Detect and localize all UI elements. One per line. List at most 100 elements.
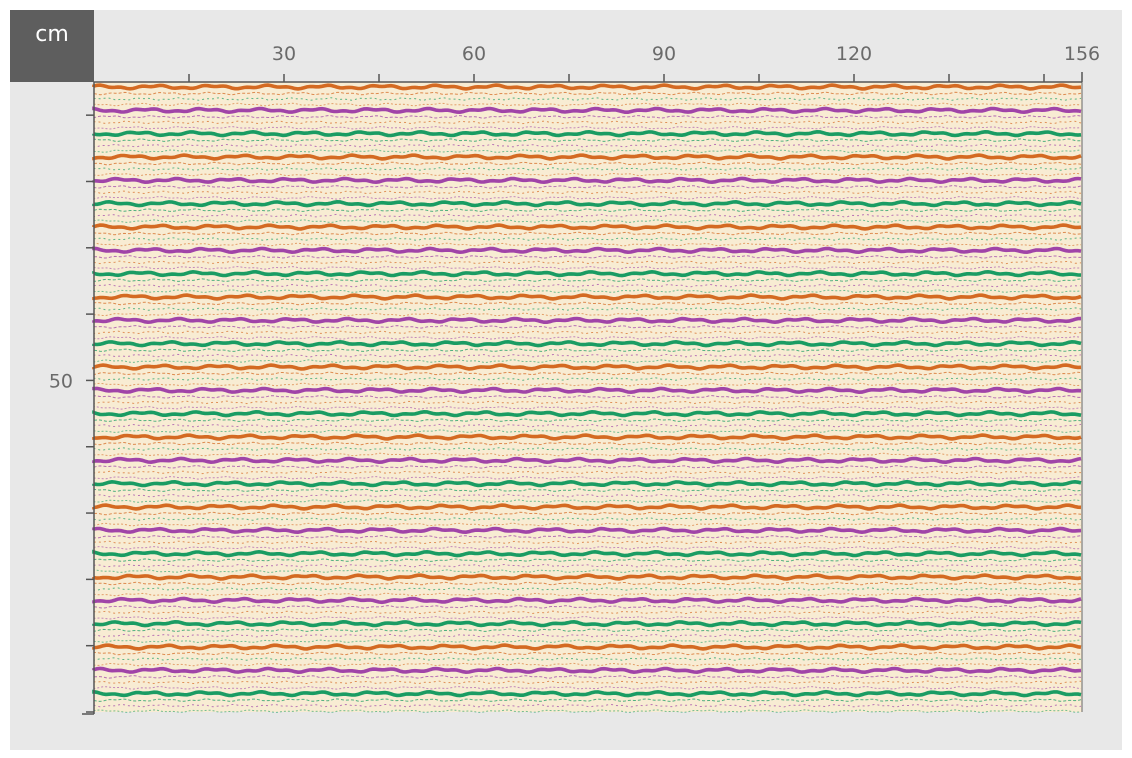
- fabric-thread: [93, 91, 1082, 96]
- fabric-thread: [93, 149, 1082, 153]
- fabric-thread: [93, 592, 1082, 597]
- top-ruler-label: 30: [272, 43, 296, 65]
- left-ruler-label: 50: [49, 370, 73, 392]
- fabric-thread: [93, 639, 1082, 643]
- fabric-thread: [93, 698, 1082, 702]
- fabric-thread: [93, 289, 1082, 293]
- fabric-thread: [93, 301, 1082, 306]
- fabric-thread: [93, 336, 1082, 340]
- fabric-thread: [93, 657, 1082, 661]
- fabric-thread: [93, 115, 1082, 119]
- fabric-stripe: [92, 293, 1082, 301]
- fabric-stripe: [92, 456, 1082, 465]
- fabric-thread: [93, 581, 1082, 586]
- fabric-stripe: [92, 386, 1082, 395]
- fabric-stripe: [92, 666, 1082, 675]
- fabric-thread: [93, 185, 1082, 189]
- fabric-thread: [93, 488, 1082, 492]
- fabric-thread: [93, 452, 1082, 457]
- fabric-thread: [93, 499, 1082, 503]
- fabric-thread: [93, 371, 1082, 376]
- fabric-stripe: [92, 433, 1082, 441]
- fabric-thread: [93, 359, 1082, 363]
- fabric-stripe: [92, 246, 1082, 255]
- unit-label: cm: [35, 22, 69, 47]
- fabric-thread: [93, 616, 1082, 620]
- fabric-stripe: [92, 596, 1082, 605]
- fabric-thread: [93, 441, 1082, 446]
- fabric-thread: [93, 213, 1082, 218]
- fabric-thread: [93, 325, 1081, 329]
- fabric-thread: [93, 465, 1082, 469]
- fabric-thread: [93, 312, 1082, 317]
- fabric-stripe: [92, 409, 1082, 418]
- fabric-stripe: [92, 526, 1082, 535]
- fabric-thread: [93, 138, 1082, 142]
- fabric-thread: [93, 266, 1082, 270]
- fabric-thread: [93, 330, 1082, 335]
- fabric-thread: [93, 558, 1082, 562]
- fabric-thread: [93, 522, 1082, 527]
- unit-label-tab[interactable]: cm: [10, 10, 94, 82]
- fabric-thread: [93, 470, 1081, 475]
- fabric-stripe: [92, 106, 1082, 115]
- fabric-thread: [93, 400, 1082, 405]
- fabric-thread: [93, 546, 1082, 550]
- fabric-thread: [93, 172, 1082, 177]
- top-ruler: 30 60 90 120 156: [94, 43, 1100, 83]
- fabric-thread: [93, 476, 1082, 480]
- top-ruler-label: 90: [652, 43, 676, 65]
- fabric-thread: [93, 511, 1082, 516]
- fabric-stripe: [92, 316, 1081, 325]
- fabric-thread: [93, 686, 1082, 690]
- fabric-stripe: [92, 479, 1082, 488]
- top-ruler-label: 120: [836, 43, 872, 65]
- fabric-thread: [93, 628, 1082, 632]
- top-ruler-label: 156: [1064, 43, 1100, 65]
- fabric-stripe: [92, 689, 1082, 698]
- fabric-thread: [93, 651, 1082, 656]
- fabric-thread: [93, 219, 1082, 223]
- fabric-thread: [93, 242, 1082, 247]
- fabric-thread: [93, 231, 1082, 236]
- fabric-thread: [93, 406, 1082, 410]
- fabric-stripe: [92, 503, 1082, 511]
- fabric-thread: [93, 587, 1082, 591]
- fabric-stripe: [92, 363, 1082, 371]
- fabric-stripe: [92, 153, 1082, 161]
- fabric-thread: [93, 382, 1082, 387]
- fabric-stripe: [92, 176, 1082, 185]
- fabric-thread: [93, 605, 1082, 609]
- fabric-thread: [93, 535, 1082, 539]
- fabric-thread: [93, 208, 1082, 212]
- fabric-thread: [93, 418, 1082, 422]
- fabric-preview[interactable]: [92, 82, 1083, 713]
- fabric-stripe: [92, 223, 1082, 231]
- top-ruler-label: 60: [462, 43, 486, 65]
- fabric-stripe: [92, 129, 1082, 138]
- fabric-thread: [93, 161, 1082, 166]
- fabric-stripe: [92, 573, 1082, 581]
- fabric-thread: [93, 126, 1082, 130]
- fabric-stripe: [92, 199, 1082, 208]
- fabric-thread: [93, 102, 1082, 107]
- fabric-thread: [93, 709, 1082, 713]
- fabric-thread: [93, 348, 1082, 352]
- fabric-thread: [93, 569, 1082, 573]
- fabric-thread: [93, 278, 1082, 282]
- fabric-thread: [93, 675, 1082, 679]
- fabric-stripe: [92, 83, 1082, 91]
- fabric-thread: [93, 662, 1082, 667]
- fabric-stripe: [92, 619, 1082, 628]
- fabric-stripe: [92, 549, 1082, 558]
- fabric-thread: [93, 143, 1082, 148]
- fabric-thread: [93, 429, 1082, 433]
- fabric-thread: [93, 395, 1081, 399]
- fabric-thread: [93, 196, 1082, 200]
- fabric-stripe: [92, 339, 1082, 348]
- fabric-thread: [93, 633, 1082, 638]
- fabric-stripe: [92, 269, 1082, 278]
- fabric-stripe: [92, 643, 1082, 651]
- left-ruler: 50: [49, 82, 95, 715]
